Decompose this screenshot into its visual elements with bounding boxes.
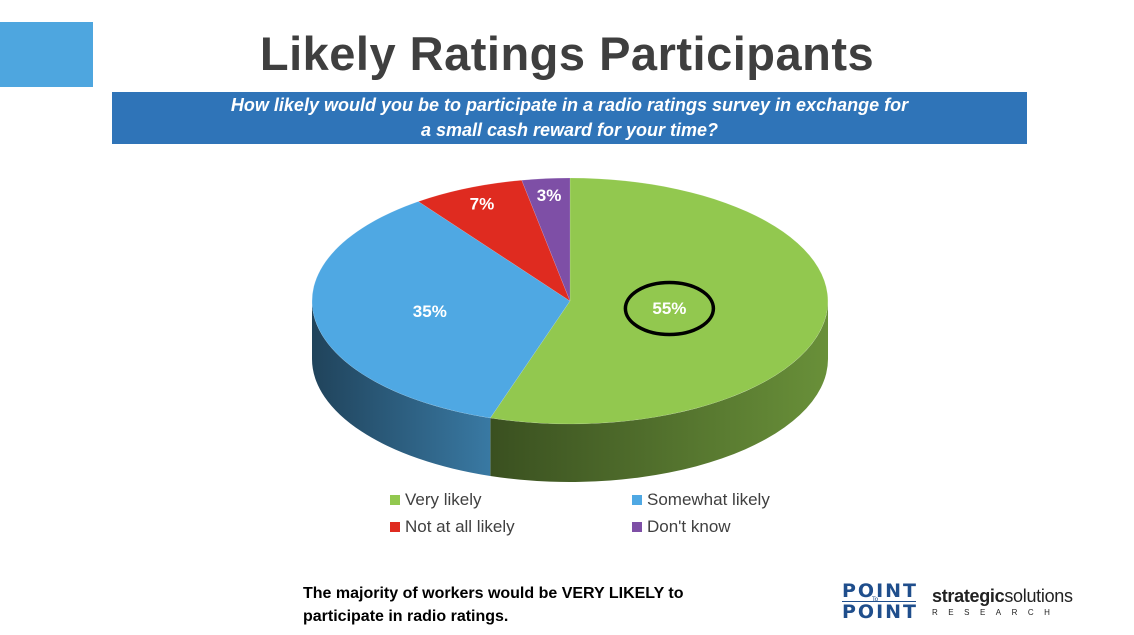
pie-side-somewhat-likely <box>312 301 491 476</box>
footnote-line-1: The majority of workers would be VERY LI… <box>303 585 684 602</box>
pie-slice-somewhat-likely <box>311 201 571 419</box>
point-to-point-logo: POINT To POINT <box>842 582 918 622</box>
pie-slice-not-at-all-likely <box>417 179 571 302</box>
legend-item-very-likely: Very likely <box>390 490 482 510</box>
data-label-not-at-all-likely: 7% <box>470 194 495 213</box>
pie-side-very-likely <box>490 301 829 483</box>
footnote: The majority of workers would be VERY LI… <box>303 582 743 628</box>
pie-side-walls <box>312 301 829 483</box>
legend-swatch <box>632 495 642 505</box>
pie-top-faces <box>311 177 829 425</box>
legend-label: Not at all likely <box>405 517 515 536</box>
data-label-somewhat-likely: 35% <box>413 302 447 321</box>
page-title: Likely Ratings Participants <box>259 27 875 80</box>
logo-strategic: strategic <box>932 586 1005 606</box>
footnote-line-2: participate in radio ratings. <box>303 608 509 625</box>
pie-slice-very-likely <box>489 177 829 425</box>
logo-point-bottom: POINT <box>842 601 919 623</box>
data-label-very-likely: 55% <box>652 299 686 318</box>
legend-swatch <box>390 495 400 505</box>
data-label-don-t-know: 3% <box>537 186 562 205</box>
logo-point-top: POINT <box>842 580 919 602</box>
question-banner: How likely would you be to participate i… <box>112 92 1027 144</box>
legend-label: Somewhat likely <box>647 490 770 509</box>
legend-item-not-at-all-likely: Not at all likely <box>390 517 515 537</box>
legend-item-somewhat-likely: Somewhat likely <box>632 490 770 510</box>
corner-accent-block <box>0 22 93 87</box>
question-line-2: a small cash reward for your time? <box>420 120 719 140</box>
logo-research: RESEARCH <box>932 608 1061 617</box>
legend-swatch <box>632 522 642 532</box>
logo-rule <box>842 601 916 602</box>
question-line-1: How likely would you be to participate i… <box>230 95 909 115</box>
pie-slice-don-t-know <box>521 177 571 302</box>
logo-solutions: solutions <box>1004 586 1073 606</box>
legend-label: Very likely <box>405 490 482 509</box>
pie-data-labels: 55% 35% 7% 3% <box>413 186 716 337</box>
legend-label: Don't know <box>647 517 731 536</box>
logo-to: To <box>872 596 879 603</box>
legend-item-don-t-know: Don't know <box>632 517 731 537</box>
legend-swatch <box>390 522 400 532</box>
strategic-solutions-logo: strategicsolutions RESEARCH <box>932 586 1092 622</box>
highlight-circle <box>623 280 716 337</box>
